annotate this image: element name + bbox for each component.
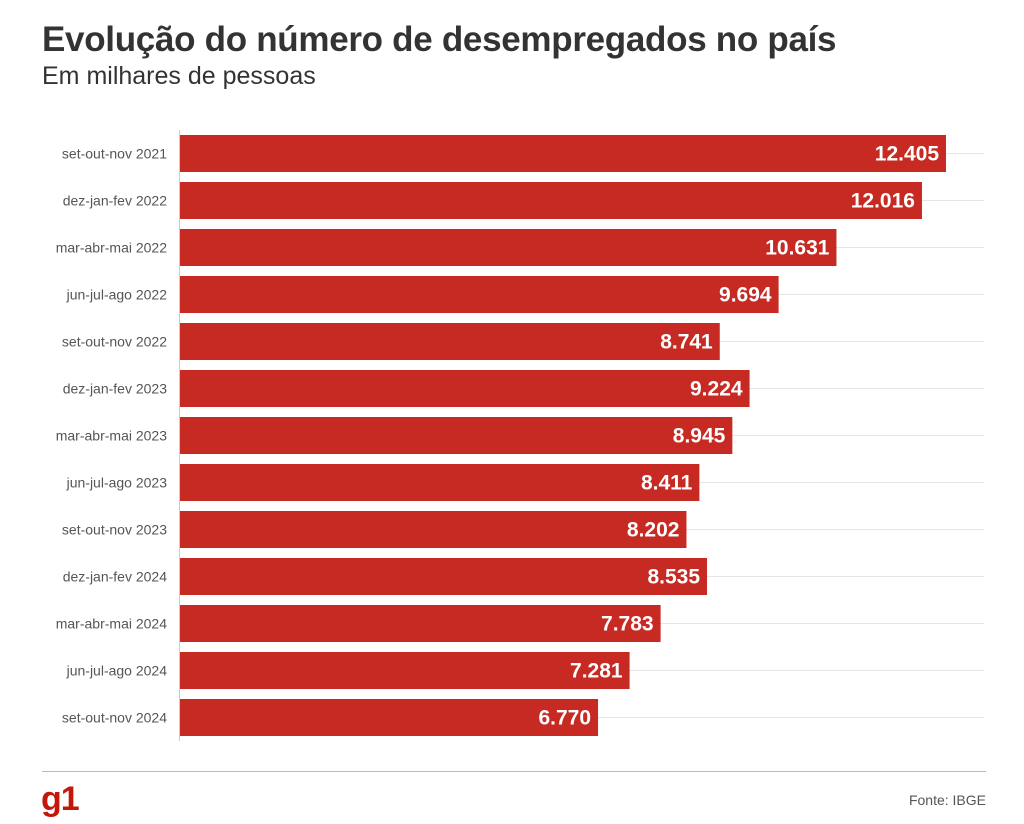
value-label: 8.535 <box>647 566 700 589</box>
category-label: dez-jan-fev 2024 <box>63 569 168 585</box>
category-label: dez-jan-fev 2023 <box>63 381 168 397</box>
category-label: jun-jul-ago 2022 <box>66 287 168 303</box>
value-label: 8.945 <box>673 425 726 448</box>
value-label: 10.631 <box>765 237 830 260</box>
category-label: jun-jul-ago 2024 <box>66 663 168 679</box>
bar <box>180 276 779 313</box>
value-label: 12.016 <box>851 190 915 213</box>
chart-subtitle: Em milhares de pessoas <box>42 62 316 90</box>
value-label: 8.202 <box>627 519 680 542</box>
category-label: set-out-nov 2021 <box>62 146 167 162</box>
bar <box>180 323 720 360</box>
value-label: 12.405 <box>875 143 940 166</box>
value-label: 8.741 <box>660 331 713 354</box>
bar <box>180 464 700 501</box>
bar <box>180 182 922 219</box>
category-label: set-out-nov 2022 <box>62 334 167 350</box>
source-note: Fonte: IBGE <box>908 792 986 808</box>
bar <box>180 370 750 407</box>
bar <box>180 699 599 736</box>
value-label: 7.783 <box>601 613 654 636</box>
bar <box>180 229 837 266</box>
bar <box>180 558 708 595</box>
bar <box>180 511 687 548</box>
value-label: 7.281 <box>570 660 623 683</box>
category-label: dez-jan-fev 2022 <box>63 193 168 209</box>
value-label: 9.224 <box>690 378 743 401</box>
chart-title: Evolução do número de desempregados no p… <box>42 20 837 59</box>
category-label: mar-abr-mai 2023 <box>56 428 167 444</box>
category-label: mar-abr-mai 2022 <box>56 240 167 256</box>
category-label: set-out-nov 2023 <box>62 522 167 538</box>
footer-divider <box>42 771 986 772</box>
value-label: 6.770 <box>538 707 591 730</box>
bar <box>180 605 661 642</box>
category-label: jun-jul-ago 2023 <box>66 475 168 491</box>
value-label: 8.411 <box>641 472 693 495</box>
bar <box>180 135 946 172</box>
category-label: set-out-nov 2024 <box>62 710 167 726</box>
category-label: mar-abr-mai 2024 <box>56 616 167 632</box>
brand-logo: g1 <box>41 780 80 818</box>
bar <box>180 417 733 454</box>
value-label: 9.694 <box>719 284 772 307</box>
bar <box>180 652 630 689</box>
